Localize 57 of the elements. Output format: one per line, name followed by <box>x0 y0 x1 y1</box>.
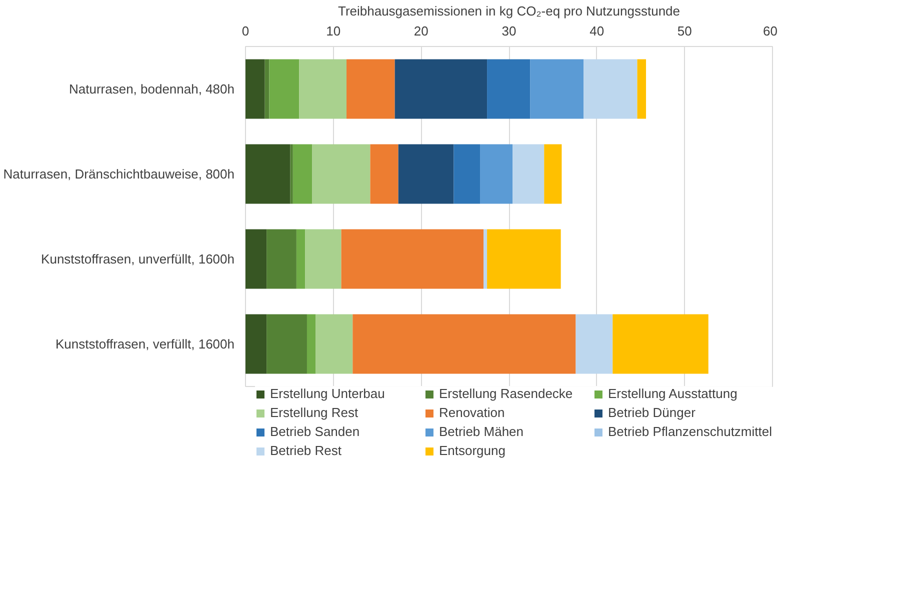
x-tick-label: 60 <box>763 24 778 38</box>
bar <box>264 59 270 119</box>
bar <box>487 59 530 119</box>
bar <box>612 314 708 374</box>
x-tick-label: 0 <box>242 24 250 38</box>
bar <box>454 144 480 204</box>
x-tick-label: 30 <box>502 24 516 38</box>
bar <box>487 229 561 289</box>
y-tick-label: Kunststoffrasen, unverfüllt, 1600h <box>41 252 235 266</box>
bar <box>316 314 353 374</box>
bar <box>312 144 370 204</box>
bar <box>296 229 306 289</box>
legend-label: Entsorgung <box>438 443 506 458</box>
legend-label: Betrieb Rest <box>270 443 343 458</box>
bar <box>394 59 488 119</box>
bar <box>370 144 398 204</box>
bar <box>246 229 267 289</box>
bar <box>584 59 638 119</box>
legend-label: Erstellung Unterbau <box>270 386 386 401</box>
bar <box>576 314 613 374</box>
bar <box>266 314 307 374</box>
legend-label: Betrieb Mähen <box>438 424 525 439</box>
bar <box>306 314 316 374</box>
legend-label: Erstellung Rasendecke <box>438 386 574 401</box>
bar <box>246 59 265 119</box>
bar <box>290 144 293 204</box>
x-axis-title: Treibhausgasemissionen in kg CO₂-eq pro Nutzungsstunde <box>338 4 680 18</box>
bar <box>530 59 584 119</box>
bar <box>305 229 342 289</box>
bar <box>269 59 300 119</box>
legend-label: Betrieb Sanden <box>270 424 361 439</box>
y-tick-label: Kunststoffrasen, verfüllt, 1600h <box>56 336 235 352</box>
bar <box>292 144 312 204</box>
bar <box>637 59 646 119</box>
legend-label: Betrieb Dünger <box>608 405 696 420</box>
bar <box>346 59 395 119</box>
bar <box>299 59 347 119</box>
bar <box>484 229 488 289</box>
bar <box>398 144 454 204</box>
bar <box>246 144 290 204</box>
bar <box>352 314 576 374</box>
x-tick-label: 50 <box>677 24 692 38</box>
legend-label: Erstellung Ausstattung <box>608 386 738 401</box>
y-tick-label: Naturrasen, Dränschichtbauweise, 800h <box>3 166 235 182</box>
legend-label: Betrieb Pflanzenschutzmittel <box>608 424 772 439</box>
x-tick-label: 40 <box>590 24 604 38</box>
bar <box>544 144 562 204</box>
bar <box>512 144 544 204</box>
x-tick-label: 20 <box>414 24 428 38</box>
bar <box>246 314 267 374</box>
bar <box>341 229 484 289</box>
legend-label: Erstellung Rest <box>270 405 360 420</box>
bar <box>266 229 296 289</box>
y-tick-label: Naturrasen, bodennah, 480h <box>68 82 234 96</box>
x-tick-label: 10 <box>326 24 341 38</box>
bar <box>480 144 513 204</box>
legend-label: Renovation <box>438 405 506 420</box>
